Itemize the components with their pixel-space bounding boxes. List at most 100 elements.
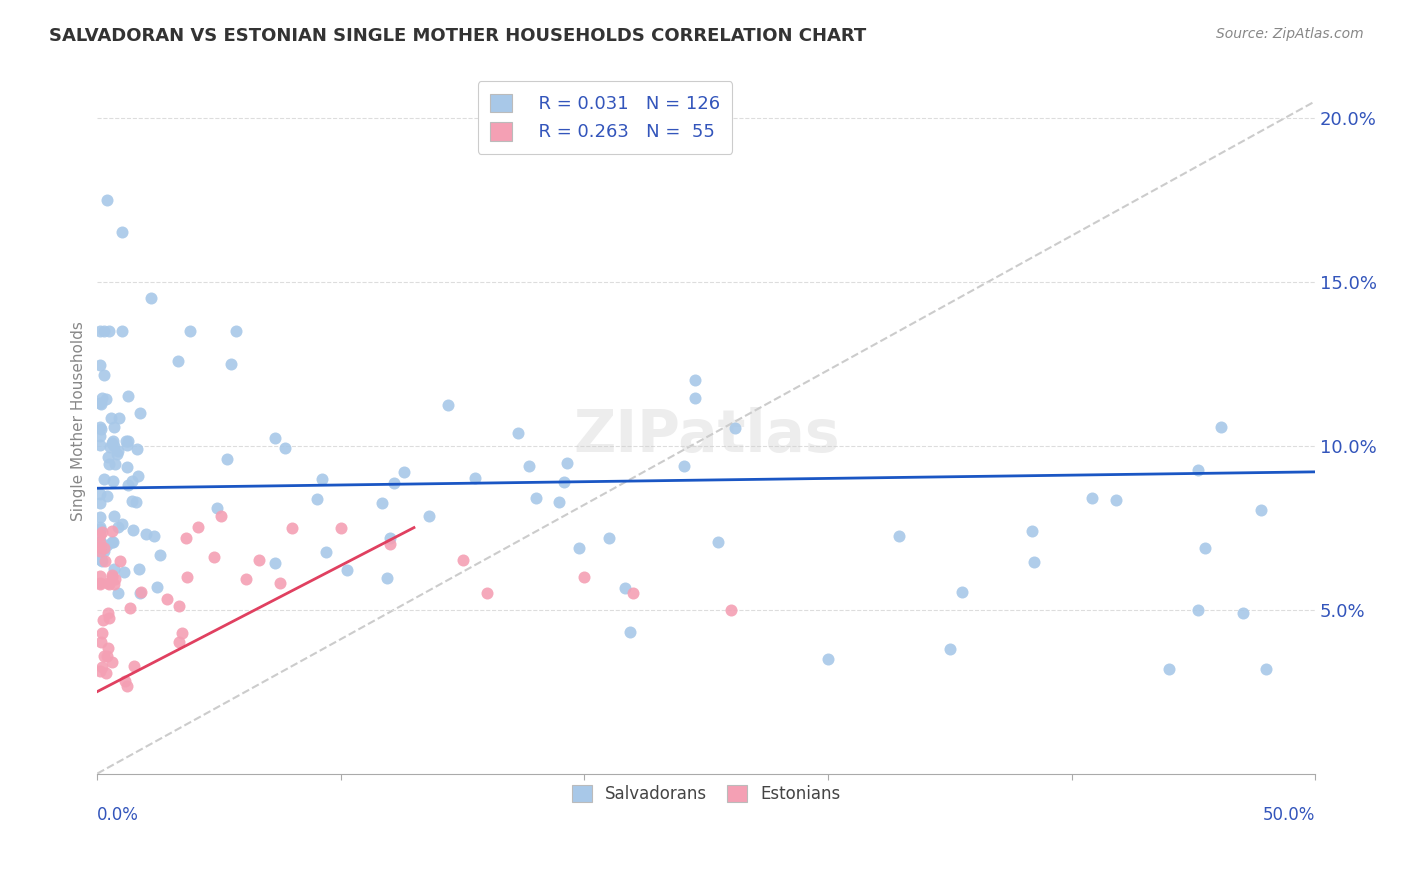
Point <box>89 549 111 563</box>
Point <box>1157 662 1180 676</box>
Point <box>89 419 111 434</box>
Point <box>371 496 394 510</box>
Point <box>89 520 111 534</box>
Point <box>557 457 579 471</box>
Text: Source: ZipAtlas.com: Source: ZipAtlas.com <box>1216 27 1364 41</box>
Point <box>101 570 124 584</box>
Point <box>107 444 129 458</box>
Point <box>105 447 128 461</box>
Point <box>524 491 547 505</box>
Point <box>720 602 742 616</box>
Point <box>108 554 131 568</box>
Point <box>127 469 149 483</box>
Point <box>121 523 143 537</box>
Point <box>97 577 120 591</box>
Point <box>568 541 591 556</box>
Point <box>274 441 297 455</box>
Point <box>93 541 115 555</box>
Point <box>115 679 138 693</box>
Point <box>98 440 121 454</box>
Point <box>553 475 575 489</box>
Point <box>950 584 973 599</box>
Point <box>672 458 695 473</box>
Point <box>418 509 440 524</box>
Point <box>336 563 359 577</box>
Point <box>89 577 111 591</box>
Point <box>1021 524 1043 538</box>
Point <box>93 648 115 663</box>
Point <box>90 553 112 567</box>
Point <box>380 531 402 545</box>
Point <box>90 397 112 411</box>
Point <box>101 535 124 549</box>
Point <box>93 324 115 338</box>
Point <box>89 523 111 537</box>
Point <box>128 562 150 576</box>
Point <box>100 436 122 450</box>
Point <box>89 544 111 558</box>
Point <box>394 465 416 479</box>
Point <box>121 475 143 489</box>
Y-axis label: Single Mother Households: Single Mother Households <box>72 321 86 521</box>
Point <box>143 529 166 543</box>
Point <box>89 358 111 372</box>
Point <box>89 536 111 550</box>
Point <box>707 534 730 549</box>
Point <box>464 471 486 485</box>
Point <box>437 399 460 413</box>
Point <box>129 584 152 599</box>
Point <box>574 570 596 584</box>
Point <box>101 474 124 488</box>
Point <box>93 544 115 558</box>
Point <box>209 508 232 523</box>
Point <box>96 538 118 552</box>
Point <box>89 522 111 536</box>
Point <box>519 459 541 474</box>
Point <box>122 659 145 673</box>
Point <box>1256 662 1278 676</box>
Point <box>90 391 112 405</box>
Point <box>89 428 111 442</box>
Point <box>111 516 134 531</box>
Point <box>103 577 125 591</box>
Point <box>89 496 111 510</box>
Point <box>129 586 152 600</box>
Point <box>378 537 401 551</box>
Point <box>117 434 139 448</box>
Point <box>89 569 111 583</box>
Point <box>97 606 120 620</box>
Point <box>121 494 143 508</box>
Point <box>307 491 329 506</box>
Point <box>89 575 111 590</box>
Point <box>156 591 179 606</box>
Point <box>90 660 112 674</box>
Point <box>93 472 115 486</box>
Point <box>329 520 352 534</box>
Point <box>97 457 120 471</box>
Point <box>235 572 257 586</box>
Point <box>176 570 198 584</box>
Point <box>311 472 333 486</box>
Point <box>89 510 111 524</box>
Point <box>887 529 910 543</box>
Point <box>264 556 287 570</box>
Point <box>97 450 120 464</box>
Point <box>613 581 636 595</box>
Point <box>269 575 291 590</box>
Point <box>89 486 111 500</box>
Point <box>683 391 706 405</box>
Point <box>315 545 337 559</box>
Point <box>89 396 111 410</box>
Point <box>94 554 117 568</box>
Point <box>111 324 134 338</box>
Point <box>96 193 118 207</box>
Point <box>103 420 125 434</box>
Point <box>548 494 571 508</box>
Point <box>221 357 243 371</box>
Point <box>100 524 122 538</box>
Point <box>167 354 190 368</box>
Point <box>97 640 120 655</box>
Point <box>91 524 114 539</box>
Point <box>117 478 139 492</box>
Point <box>97 324 120 338</box>
